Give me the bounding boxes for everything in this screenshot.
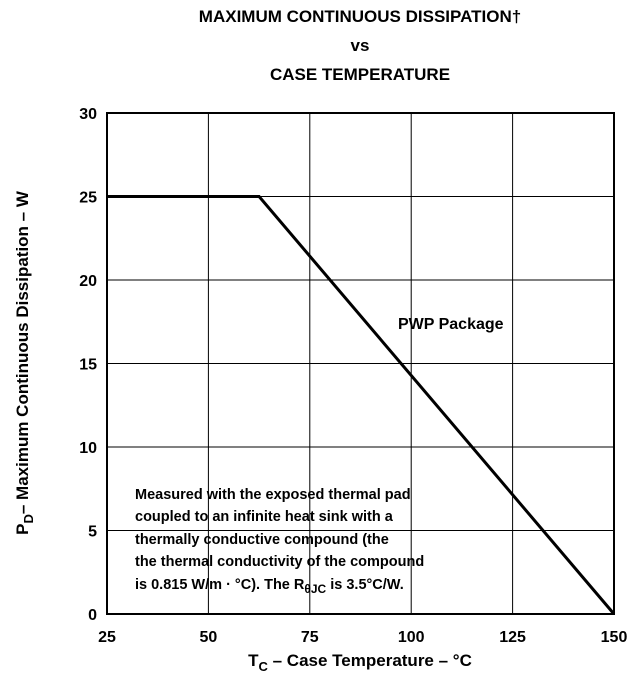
y-tick-label: 30 bbox=[79, 106, 97, 123]
x-tick-label: 50 bbox=[200, 629, 218, 646]
x-tick-label: 25 bbox=[98, 629, 116, 646]
x-tick-label: 75 bbox=[301, 629, 319, 646]
x-label-symbol: T bbox=[248, 651, 259, 670]
x-axis-label: TC – Case Temperature – °C bbox=[248, 651, 472, 674]
line bbox=[107, 195, 616, 615]
x-label-subscript: C bbox=[259, 659, 269, 674]
plot-frame bbox=[106, 112, 615, 615]
y-tick-label: 5 bbox=[88, 524, 97, 541]
y-tick-label: 25 bbox=[79, 190, 97, 207]
annotation: Measured with the exposed thermal pad co… bbox=[135, 487, 424, 596]
x-tick-label: 125 bbox=[499, 629, 526, 646]
y-axis-label: PD– Maximum Continuous Dissipation – W bbox=[13, 190, 36, 535]
x-tick-label: 150 bbox=[601, 629, 628, 646]
y-tick-label: 0 bbox=[88, 607, 97, 624]
chart-title: MAXIMUM CONTINUOUS DISSIPATION† bbox=[199, 7, 521, 26]
annotation-line: coupled to an infinite heat sink with a bbox=[135, 509, 394, 525]
y-label-text: – Maximum Continuous Dissipation – W bbox=[13, 190, 32, 514]
annotation-line: thermally conductive compound (the bbox=[135, 532, 389, 548]
annotation-line: the thermal conductivity of the compound bbox=[135, 554, 424, 570]
chart-title: vs bbox=[351, 36, 370, 55]
annotation-subscript: θJC bbox=[304, 582, 326, 596]
series-label: PWP Package bbox=[398, 316, 504, 333]
y-tick-label: 10 bbox=[79, 440, 97, 457]
x-label-text: – Case Temperature – °C bbox=[268, 651, 472, 670]
x-tick-label: 100 bbox=[398, 629, 425, 646]
annotation-text: is 0.815 W/m · °C). The R bbox=[135, 577, 305, 593]
y-tick-label: 15 bbox=[79, 357, 97, 374]
y-tick-label: 20 bbox=[79, 273, 97, 290]
annotation-line: Measured with the exposed thermal pad bbox=[135, 487, 411, 503]
annotation-text: is 3.5°C/W. bbox=[326, 577, 404, 593]
annotation-line: is 0.815 W/m · °C). The RθJC is 3.5°C/W. bbox=[135, 577, 404, 596]
chart-title: CASE TEMPERATURE bbox=[270, 65, 450, 84]
y-label-symbol: P bbox=[13, 524, 32, 535]
y-label-subscript: D bbox=[21, 514, 36, 523]
